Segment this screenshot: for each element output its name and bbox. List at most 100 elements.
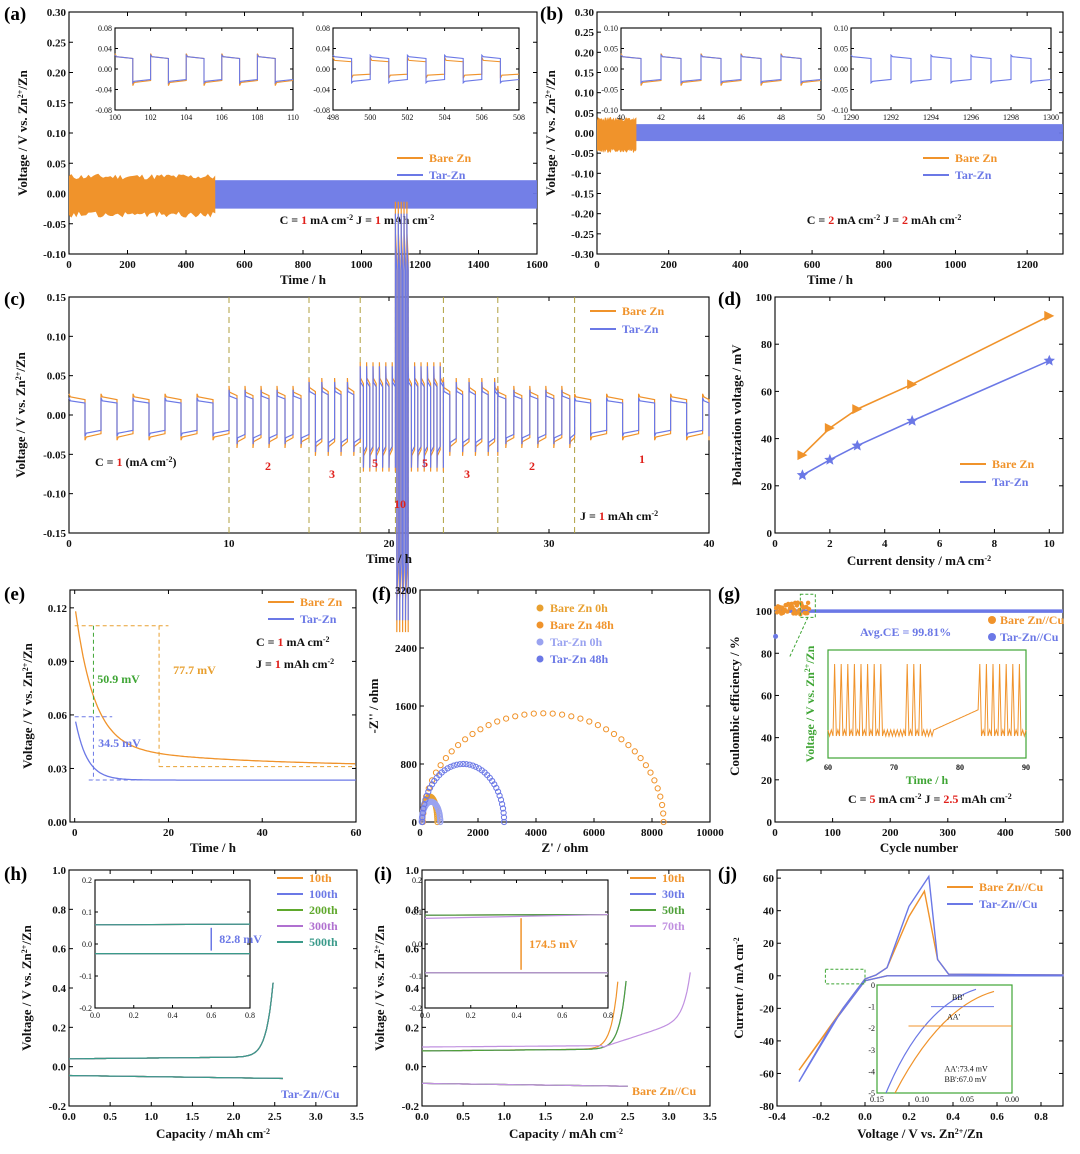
panel-label: (b)	[540, 4, 563, 25]
discharge-curve	[422, 1082, 628, 1087]
y-axis-label: Voltage / V vs. Zn2+/Zn	[20, 642, 35, 769]
text-span: Capacity / mAh cm	[509, 1126, 616, 1141]
rate-label: 10	[394, 497, 406, 511]
tar-zn-cv-curve	[798, 874, 1064, 1082]
y-tick-label: -0.10	[43, 489, 66, 501]
eis-point	[450, 762, 457, 769]
y-tick-label: 0	[769, 971, 775, 983]
eis-point	[493, 784, 500, 792]
x-tick-label: 2.0	[580, 1111, 594, 1123]
y-tick-label: -0.08	[95, 106, 112, 115]
x-tick-label: 500	[364, 113, 376, 122]
x-axis-label: Time / h	[280, 272, 327, 287]
y-tick-label: -0.05	[571, 148, 594, 160]
legend-entry: Bare Zn 48h	[550, 618, 614, 632]
eis-point	[559, 711, 566, 718]
text-span: Voltage / V vs. Zn	[13, 379, 28, 477]
y-tick-label: 800	[401, 759, 418, 771]
x-tick-label: 1600	[526, 259, 549, 271]
eis-point	[453, 761, 460, 768]
inset-bare-curve	[894, 990, 995, 1094]
eis-point	[594, 722, 602, 729]
y-axis-label: Current / mA cm-2	[731, 937, 746, 1038]
y-tick-label: 0.6	[405, 944, 419, 956]
y-tick-label: 0	[412, 817, 418, 829]
panel-label: (d)	[718, 289, 741, 310]
x-tick-label: 500	[1055, 827, 1072, 839]
text-span: Voltage / V vs. Zn	[19, 952, 34, 1050]
text-span: /Zn	[543, 69, 558, 90]
y-tick-label: -0.10	[831, 106, 848, 115]
x-tick-label: 46	[737, 113, 745, 122]
eis-point	[462, 736, 469, 743]
x-tick-label: 40	[617, 113, 625, 122]
gap-label: 174.5 mV	[529, 937, 578, 951]
eis-point	[448, 748, 455, 755]
tar-zn-curve	[68, 213, 710, 621]
y-tick-label: 0.20	[575, 47, 595, 59]
legend-bare-zn: Bare Zn//Cu	[979, 880, 1043, 894]
discharge-curve	[68, 1074, 283, 1080]
x-tick-label: 0.2	[129, 1011, 139, 1020]
eis-point	[603, 726, 610, 733]
y-tick-label: 0.6	[52, 944, 66, 956]
x-axis-label: Time / h	[190, 840, 237, 855]
inset-x-tick-label: 80	[956, 763, 964, 772]
inset-x-tick-label: 60	[824, 763, 832, 772]
y-tick-label: 0	[767, 528, 773, 540]
eis-point	[657, 793, 664, 800]
panel-j: -0.4 -0.2 0.0 0.2 0.4 0.6 0.8-80-60-40-2002040…	[718, 864, 1064, 1141]
x-tick-label: 1000	[351, 259, 374, 271]
text-span: Z' / ohm	[542, 840, 589, 855]
x-tick-label: 20	[163, 827, 175, 839]
bare-zn-point	[797, 450, 808, 461]
y-tick-label: 0.09	[48, 656, 68, 668]
y-axis-label: Voltage / V vs. Zn2+/Zn	[19, 924, 34, 1051]
x-tick-label: 498	[327, 113, 339, 122]
eis-point	[642, 762, 650, 769]
eis-point	[503, 715, 510, 722]
plot-frame	[774, 589, 1064, 823]
y-tick-label: 0.15	[47, 98, 67, 110]
text-span: Voltage / V vs. Zn	[857, 1126, 955, 1141]
y-axis-label: Coulombic efficiency / %	[727, 636, 742, 776]
text-span: C =	[256, 635, 278, 649]
x-tick-label: 1400	[468, 259, 491, 271]
x-tick-label: 0.4	[946, 1111, 960, 1123]
test-condition: C = 5 mA cm-2 J = 2.5 mAh cm-2	[848, 792, 1012, 807]
inset-charge-line	[94, 923, 251, 926]
x-tick-label: 48	[777, 113, 785, 122]
text-span: 1	[301, 213, 307, 227]
text-span: 2	[828, 213, 834, 227]
gap-annotation: 34.5 mV	[98, 736, 141, 750]
bare-zn-point	[907, 379, 918, 390]
x-tick-label: 3.5	[703, 1111, 717, 1123]
text-span: -2	[652, 509, 659, 518]
inset-y-tick-label: -2	[868, 1024, 875, 1033]
legend-tar-zn: Tar-Zn	[955, 168, 992, 182]
eis-point	[422, 796, 429, 803]
tar-zn-point	[906, 414, 918, 426]
x-tick-label: 0.0	[858, 1111, 872, 1123]
text-span: 1	[599, 509, 605, 523]
x-tick-label: 42	[657, 113, 665, 122]
eis-point	[577, 715, 584, 722]
eis-point	[651, 777, 658, 784]
y-tick-label: 100	[756, 606, 773, 618]
eis-point	[500, 809, 507, 817]
x-tick-label: 600	[804, 259, 821, 271]
panel-label: (i)	[374, 864, 392, 885]
text-span: Voltage / V vs. Zn	[20, 670, 35, 768]
y-axis-label: -Z'' / ohm	[366, 678, 381, 733]
x-tick-label: 0.0	[90, 1011, 100, 1020]
y-tick-label: 0.00	[48, 817, 68, 829]
eis-point	[625, 742, 632, 749]
text-span: J =	[580, 509, 599, 523]
text-span: 2+	[955, 1127, 964, 1136]
legend-cycle: 300th	[309, 919, 338, 933]
legend-cycle: 100th	[309, 887, 338, 901]
inset-bg	[95, 880, 250, 1008]
eis-point	[472, 763, 479, 770]
text-span: -Z'' / ohm	[366, 678, 381, 733]
x-tick-label: 0	[594, 259, 600, 271]
